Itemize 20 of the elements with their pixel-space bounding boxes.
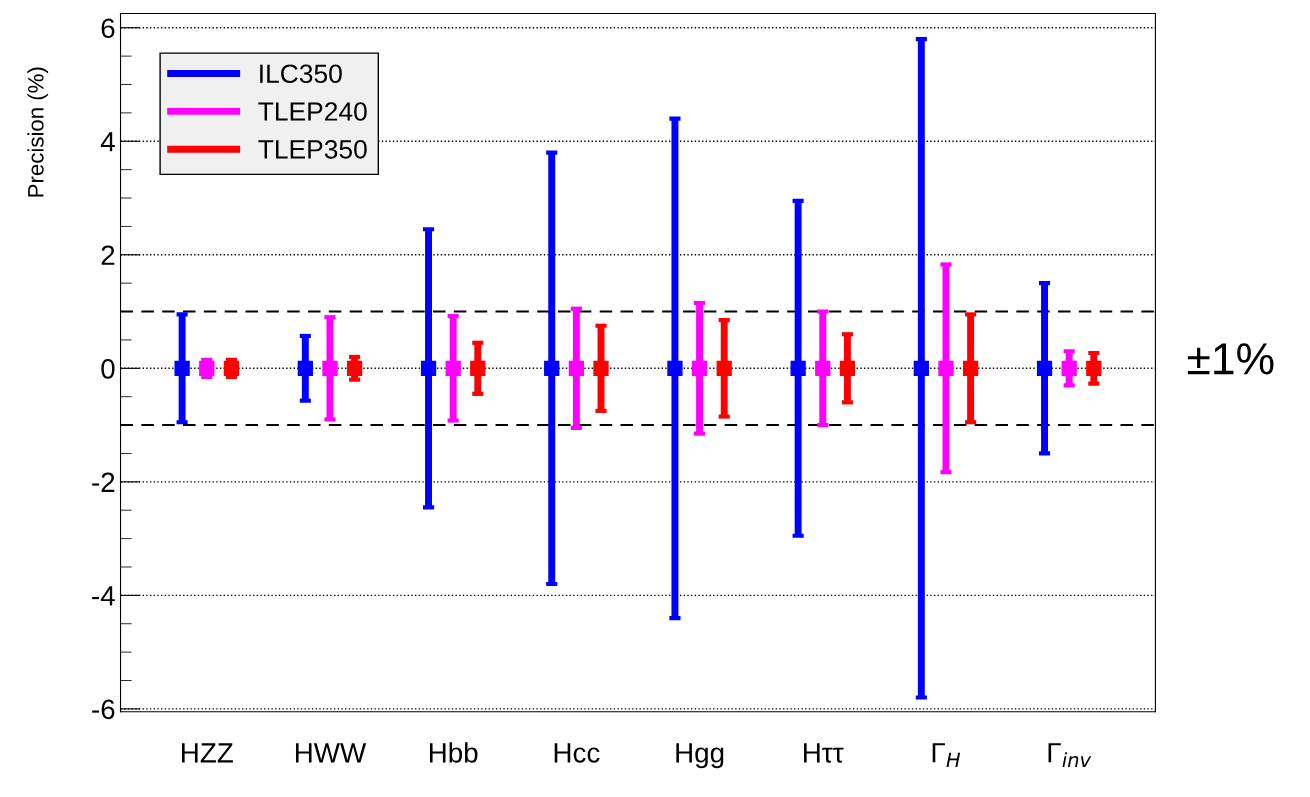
x-tick-label: Hbb <box>429 742 478 763</box>
x-tick-label: HZZ <box>182 743 233 763</box>
y-tick-label: -4 <box>92 586 115 606</box>
x-tick-label: Γ$_{inv}$ <box>1048 743 1092 767</box>
x-tick-label: Hcc <box>554 743 600 763</box>
x-tick-label: HWW <box>295 743 367 763</box>
y-axis-title: Precision (%) <box>27 67 49 197</box>
y-tick-label: 4 <box>100 132 115 152</box>
y-tick-label: 2 <box>101 245 115 265</box>
legend-label: ILC350 <box>260 64 342 84</box>
x-tick-label: Hττ <box>804 743 844 763</box>
y-tick-label: -6 <box>92 699 115 720</box>
y-tick-label: 0 <box>101 358 115 379</box>
y-tick-label: 6 <box>101 18 115 39</box>
legend-label: TLEP240 <box>258 102 367 121</box>
x-tick-label: Hgg <box>676 743 724 769</box>
legend-label: TLEP350 <box>258 139 367 159</box>
text: ±1% <box>1187 343 1274 375</box>
x-tick-label: Γ$_{H}$ <box>932 743 961 767</box>
y-tick-label: -2 <box>92 472 115 492</box>
